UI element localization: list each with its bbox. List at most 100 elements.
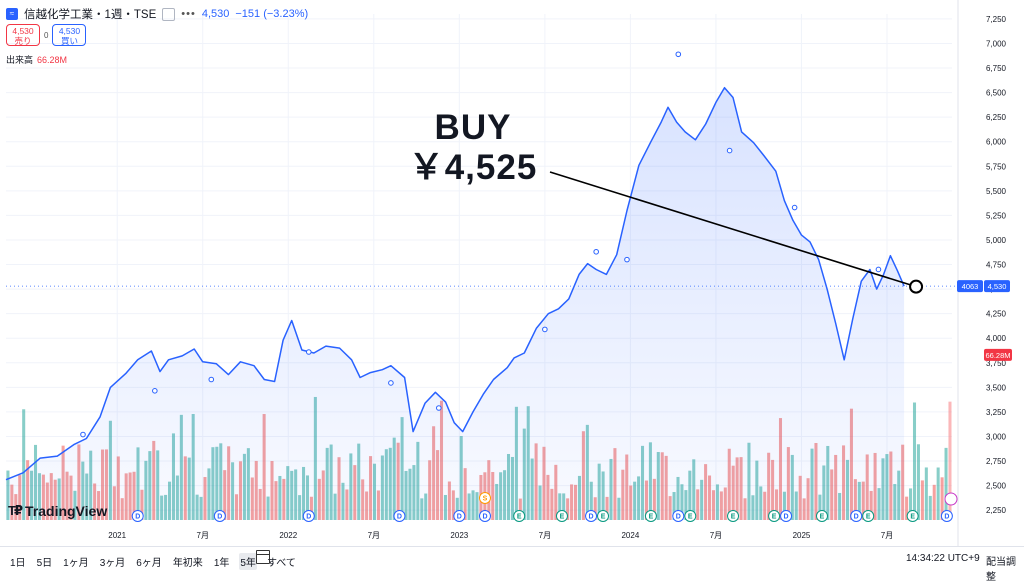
event-badge-label: E — [866, 514, 871, 521]
y-tick-label: 4,000 — [986, 334, 1007, 343]
event-badge-label: E — [688, 514, 693, 521]
spread-value: 0 — [44, 30, 49, 40]
buy-point-marker — [909, 279, 924, 294]
tradingview-logo-text: TradingView — [25, 503, 108, 519]
buy-annotation-line2: ￥4,525 — [408, 148, 538, 187]
event-badge-label: D — [135, 514, 140, 521]
x-tick-label: 2022 — [279, 531, 297, 540]
symbol-header: ≈ 信越化学工業・1週・TSE ••• 4,530 −151 (−3.23%) — [6, 6, 308, 22]
event-badge — [768, 510, 781, 522]
y-tick-label: 7,000 — [986, 39, 1007, 48]
volume-label: 出来高 — [6, 55, 34, 65]
volume-bar — [924, 467, 928, 520]
event-badge-label: D — [854, 514, 859, 521]
x-tick-label: 7月 — [881, 531, 893, 540]
range-button-2[interactable]: 1ヶ月 — [63, 558, 89, 569]
event-badge-label: E — [731, 514, 736, 521]
tradingview-logo[interactable]: T₽ TradingView — [8, 503, 107, 519]
buy-annotation: BUY ￥4,525 — [398, 108, 548, 188]
event-badge — [644, 510, 657, 522]
price-marker — [593, 248, 599, 255]
volume-bar — [22, 409, 26, 520]
buy-annotation-line1: BUY — [434, 108, 512, 147]
event-badge — [862, 510, 875, 522]
y-tick-label: 6,750 — [986, 64, 1007, 73]
y-tick-label: 6,500 — [986, 89, 1007, 98]
price-change: −151 (−3.23%) — [235, 8, 309, 20]
dividend-adjust-button[interactable]: 配当調整 — [986, 557, 1016, 583]
event-badge-label: E — [649, 514, 654, 521]
volume-bar — [932, 484, 936, 520]
price-marker — [726, 147, 733, 154]
range-button-5[interactable]: 年初来 — [172, 558, 203, 569]
event-badge-label: D — [784, 514, 789, 521]
price-badge-label: 66.28M — [985, 351, 1010, 360]
price-marker — [791, 204, 798, 211]
price-marker — [152, 387, 158, 394]
range-button-4[interactable]: 6ヶ月 — [136, 558, 162, 569]
event-badge — [131, 510, 144, 522]
range-button-1[interactable]: 5日 — [36, 558, 53, 569]
buy-price: 4,530 — [58, 26, 81, 36]
sell-button[interactable]: 4,530 売り — [6, 24, 40, 46]
event-badge — [453, 510, 466, 522]
buy-button[interactable]: 4,530 買い — [52, 24, 87, 46]
event-badge-label: E — [560, 514, 565, 521]
range-button-0[interactable]: 1日 — [10, 558, 26, 569]
symbol-title[interactable]: 信越化学工業・1週・TSE — [24, 9, 157, 21]
event-badge — [906, 510, 919, 522]
price-line — [5, 86, 905, 481]
y-tick-label: 3,000 — [986, 432, 1007, 441]
event-badge-label: D — [217, 514, 222, 521]
y-tick-label: 3,250 — [986, 408, 1007, 417]
price-badge — [984, 280, 1010, 293]
price-area — [6, 87, 905, 520]
event-badge — [850, 510, 863, 522]
price-badge — [984, 348, 1012, 361]
event-badge — [213, 510, 226, 522]
y-tick-label: 4,250 — [986, 310, 1007, 319]
y-tick-label: 5,250 — [986, 211, 1007, 220]
event-badge-label: E — [601, 514, 606, 521]
price-badge-label: 4,530 — [988, 282, 1007, 291]
y-tick-label: 2,250 — [986, 506, 1007, 515]
x-tick-label: 2021 — [108, 531, 126, 540]
y-tick-label: 5,000 — [986, 236, 1007, 245]
event-badge-label: D — [397, 514, 402, 521]
volume-bar — [909, 488, 913, 520]
volume-bar — [916, 444, 920, 520]
event-badge — [815, 510, 828, 522]
event-badge — [302, 510, 315, 522]
price-marker — [542, 326, 548, 333]
volume-bar — [944, 447, 948, 520]
price-marker — [305, 349, 312, 355]
event-badge — [727, 510, 740, 522]
price-marker — [675, 51, 682, 58]
sell-label: 売り — [14, 36, 32, 46]
volume-bar — [912, 402, 917, 520]
calendar-icon[interactable] — [256, 550, 270, 564]
event-badge-label: D — [306, 514, 311, 521]
y-tick-label: 2,500 — [986, 482, 1007, 491]
lightning-icon — [944, 492, 958, 506]
annotation-arrow — [549, 171, 917, 288]
price-marker — [80, 431, 86, 438]
range-button-3[interactable]: 3ヶ月 — [99, 558, 126, 569]
price-badge — [957, 280, 983, 293]
more-options-icon[interactable]: ••• — [181, 8, 196, 20]
range-button-7[interactable]: 5年 — [239, 553, 257, 570]
volume-bar — [905, 496, 909, 520]
clock: 14:34:22 UTC+9 — [906, 553, 980, 564]
range-button-6[interactable]: 1年 — [213, 558, 230, 569]
y-tick-label: 2,750 — [986, 457, 1007, 466]
price-badge-label: 4063 — [962, 282, 979, 291]
price-marker — [624, 256, 630, 263]
event-badge — [478, 492, 491, 504]
event-badge-label: D — [589, 514, 594, 521]
event-badge-label: E — [820, 514, 825, 521]
range-button-8[interactable]: すべて — [266, 558, 296, 569]
view-toggle-icon[interactable] — [162, 7, 176, 21]
sell-price: 4,530 — [12, 26, 34, 36]
trade-buttons: 4,530 売り 0 4,530 買い — [6, 24, 87, 46]
